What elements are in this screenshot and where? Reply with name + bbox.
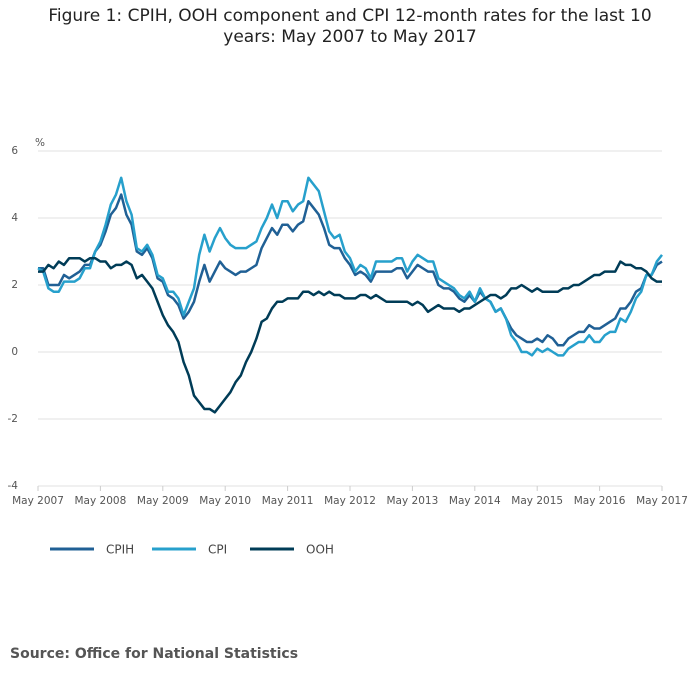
x-tick-label: May 2012 (324, 495, 376, 507)
line (38, 193, 663, 347)
y-tick-label: -4 (8, 480, 19, 492)
legend-text: CPI (208, 543, 227, 557)
legend-text: OOH (306, 543, 334, 557)
x-tick-label: May 2016 (574, 495, 626, 507)
y-tick-label: 6 (11, 145, 18, 157)
y-tick-label: 0 (11, 346, 18, 358)
y-tick-label: -2 (8, 413, 18, 425)
x-tick-label: May 2008 (75, 495, 127, 507)
y-tick-label: 2 (11, 279, 18, 291)
legend-text: CPIH (106, 543, 134, 557)
x-tick-label: May 2015 (511, 495, 563, 507)
line (38, 256, 662, 414)
x-tick-label: May 2011 (262, 495, 314, 507)
x-tick-label: May 2014 (449, 495, 501, 507)
x-tick-label: May 2013 (387, 495, 439, 507)
chart-title: Figure 1: CPIH, OOH component and CPI 12… (48, 6, 652, 47)
y-tick-label: 4 (11, 212, 18, 224)
x-tick-label: May 2009 (137, 495, 189, 507)
x-tick-label: May 2017 (636, 495, 688, 507)
source: Source: Office for National Statistics (10, 646, 299, 662)
y-axis-label: % (35, 137, 45, 149)
x-tick-label: May 2007 (12, 495, 64, 507)
x-tick-label: May 2010 (199, 495, 251, 507)
line (37, 176, 663, 357)
